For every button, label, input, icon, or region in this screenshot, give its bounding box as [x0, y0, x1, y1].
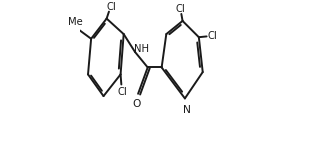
- Text: N: N: [182, 105, 190, 115]
- Text: Cl: Cl: [176, 4, 185, 14]
- Text: NH: NH: [134, 44, 149, 54]
- Text: Cl: Cl: [117, 87, 127, 97]
- Text: Cl: Cl: [106, 2, 116, 12]
- Text: Me: Me: [68, 18, 83, 27]
- Text: Cl: Cl: [208, 31, 218, 41]
- Text: O: O: [133, 99, 141, 109]
